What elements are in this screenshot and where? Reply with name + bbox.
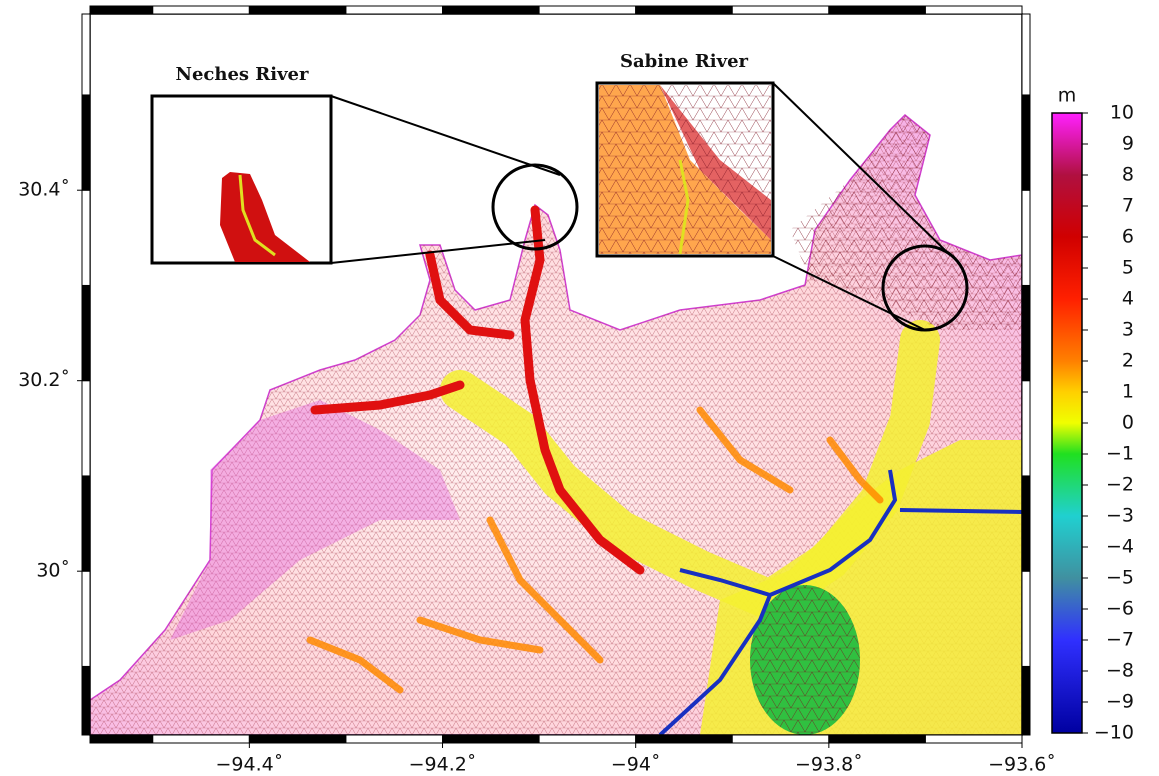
x-tick-label: −94˚	[611, 754, 661, 776]
colorbar-tick-label: 4	[1122, 288, 1134, 310]
frame-band	[1022, 571, 1030, 666]
colorbar-tick-label: 8	[1122, 164, 1134, 186]
y-tick-label: 30.4˚	[18, 179, 70, 201]
frame-band	[82, 14, 90, 95]
colorbar-tick-label: −7	[1106, 629, 1134, 651]
frame-band	[1022, 190, 1030, 285]
colorbar-tick-label: 6	[1122, 226, 1134, 248]
colorbar-tick-label: −1	[1106, 443, 1134, 465]
frame-band	[82, 666, 90, 735]
frame-band	[1022, 666, 1030, 735]
frame-band	[1022, 95, 1030, 190]
colorbar-tick-label: −9	[1106, 691, 1134, 713]
frame-band	[1022, 381, 1030, 476]
frame-band	[82, 571, 90, 666]
frame-band	[1022, 285, 1030, 380]
colorbar-tick-label: −2	[1106, 474, 1134, 496]
colorbar-tick-label: 5	[1122, 257, 1134, 279]
frame-band	[829, 6, 926, 14]
colorbar-tick-label: −3	[1106, 505, 1134, 527]
inset-neches: Neches River	[152, 64, 577, 263]
inset-label: Sabine River	[620, 51, 749, 72]
frame-band	[82, 95, 90, 190]
frame-band	[1022, 476, 1030, 571]
colorbar-scale	[1052, 113, 1082, 733]
frame-band	[90, 735, 153, 743]
frame-band	[82, 285, 90, 380]
colorbar-tick-label: −4	[1106, 536, 1134, 558]
frame-band	[82, 190, 90, 285]
frame-band	[346, 735, 443, 743]
colorbar-tick-label: 9	[1122, 133, 1134, 155]
frame-band	[82, 476, 90, 571]
frame-band	[153, 735, 250, 743]
x-tick-label: −93.6˚	[988, 754, 1056, 776]
colorbar-tick-label: −10	[1094, 722, 1134, 744]
frame-band	[732, 6, 829, 14]
colorbar-unit: m	[1058, 85, 1077, 107]
y-tick-label: 30˚	[36, 560, 70, 582]
colorbar-tick-label: 3	[1122, 319, 1134, 341]
frame-band	[829, 735, 926, 743]
colorbar-tick-label: 2	[1122, 350, 1134, 372]
colorbar-tick-label: 7	[1122, 195, 1134, 217]
frame-band	[1022, 14, 1030, 95]
frame-band	[925, 735, 1022, 743]
frame-band	[732, 735, 829, 743]
x-tick-label: −94.4˚	[215, 754, 283, 776]
colorbar-tick-label: −6	[1106, 598, 1134, 620]
colorbar-tick-label: 1	[1122, 381, 1134, 403]
frame-band	[249, 735, 346, 743]
frame-band	[636, 735, 733, 743]
frame-band	[539, 735, 636, 743]
frame-band	[443, 6, 540, 14]
colorbar-tick-label: −5	[1106, 567, 1134, 589]
y-tick-label: 30.2˚	[18, 369, 70, 391]
frame-band	[249, 6, 346, 14]
frame-band	[90, 6, 153, 14]
figure: Neches River Sabine River −94.4˚ −94.2˚ −9…	[0, 0, 1159, 776]
colorbar-tick-label: 10	[1110, 102, 1134, 124]
colorbar-tick-label: −8	[1106, 660, 1134, 682]
frame-band	[153, 6, 250, 14]
frame-band	[636, 6, 733, 14]
inset-label: Neches River	[176, 64, 310, 85]
frame-band	[82, 381, 90, 476]
frame-band	[346, 6, 443, 14]
frame-band	[925, 6, 1022, 14]
colorbar-tick-label: 0	[1122, 412, 1134, 434]
x-tick-label: −94.2˚	[409, 754, 477, 776]
frame-band	[539, 6, 636, 14]
x-tick-label: −93.8˚	[795, 754, 863, 776]
frame-band	[443, 735, 540, 743]
